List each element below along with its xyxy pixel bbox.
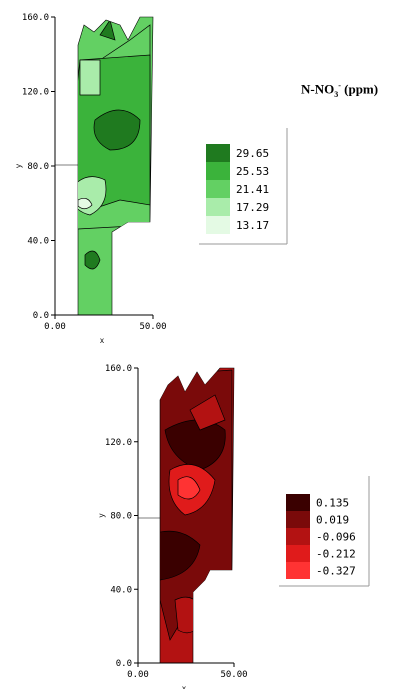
legend-label: 29.65 bbox=[236, 147, 269, 160]
y-tick-label: 0.0 bbox=[116, 659, 132, 669]
legend-label: -0.212 bbox=[316, 548, 356, 561]
contour-band bbox=[77, 198, 93, 210]
legend-label: -0.096 bbox=[316, 531, 356, 544]
contour-band bbox=[93, 109, 141, 151]
x-tick-label: 0.00 bbox=[127, 670, 149, 680]
y-tick-label: 160.0 bbox=[22, 13, 49, 23]
legend-swatch bbox=[286, 494, 310, 511]
contour-band bbox=[177, 476, 201, 500]
figure-title: N-NO3- (ppm) bbox=[301, 81, 379, 99]
legend-label: 0.019 bbox=[316, 514, 349, 527]
legend-swatch bbox=[206, 180, 230, 198]
legend-label: -0.327 bbox=[316, 565, 356, 578]
contour-band bbox=[84, 250, 101, 270]
chart-2: 0.0 40.0 80.0 120.0 160.0 0.00 50.00 y x 0.135 0.0… bbox=[97, 364, 370, 689]
legend-swatch bbox=[286, 511, 310, 528]
legend-swatch bbox=[206, 216, 230, 234]
chart-1: 0.0 40.0 80.0 120.0 160.0 0.00 50.00 y x 29.65 25.… bbox=[14, 13, 288, 345]
contour-band bbox=[99, 19, 116, 41]
contour-band bbox=[174, 596, 206, 634]
y-tick-label: 40.0 bbox=[110, 585, 132, 595]
y-tick-label: 120.0 bbox=[22, 88, 49, 98]
y-tick-label: 0.0 bbox=[33, 311, 49, 321]
legend-swatch bbox=[286, 562, 310, 579]
y-tick-label: 80.0 bbox=[110, 512, 132, 522]
y-tick-label: 120.0 bbox=[105, 438, 132, 448]
y-tick-label: 80.0 bbox=[27, 162, 49, 172]
y-tick-label: 160.0 bbox=[105, 364, 132, 374]
contour-band bbox=[189, 394, 226, 431]
legend-label: 25.53 bbox=[236, 165, 269, 178]
legend-swatch bbox=[206, 162, 230, 180]
legend-label: 21.41 bbox=[236, 183, 269, 196]
contour-band bbox=[79, 59, 101, 96]
x-axis-label: x bbox=[100, 336, 104, 345]
legend-label: 13.17 bbox=[236, 219, 269, 232]
legend-swatch bbox=[206, 144, 230, 162]
x-tick-label: 50.00 bbox=[220, 670, 247, 680]
legend-label: 17.29 bbox=[236, 201, 269, 214]
legend-swatch bbox=[286, 528, 310, 545]
legend-label: 0.135 bbox=[316, 497, 349, 510]
x-axis-label: x bbox=[182, 684, 186, 689]
legend-swatch bbox=[286, 545, 310, 562]
x-tick-label: 0.00 bbox=[44, 322, 66, 332]
y-axis-label: y bbox=[97, 514, 106, 518]
y-tick-label: 40.0 bbox=[27, 237, 49, 247]
x-tick-label: 50.00 bbox=[139, 322, 166, 332]
legend-swatch bbox=[206, 198, 230, 216]
y-axis-label: y bbox=[14, 164, 23, 168]
